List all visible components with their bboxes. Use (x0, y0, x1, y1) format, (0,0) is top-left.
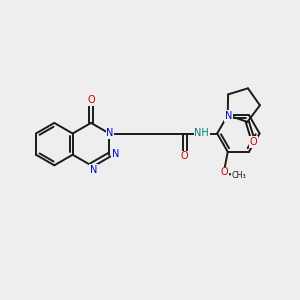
Text: N: N (112, 149, 119, 159)
Text: CH₃: CH₃ (232, 171, 246, 180)
Text: N: N (106, 128, 114, 138)
Text: N: N (90, 165, 97, 175)
Text: O: O (250, 137, 257, 147)
Text: NH: NH (194, 128, 209, 138)
Text: O: O (87, 95, 95, 105)
Text: O: O (181, 152, 189, 161)
Text: O: O (221, 167, 229, 178)
Text: N: N (225, 111, 232, 121)
